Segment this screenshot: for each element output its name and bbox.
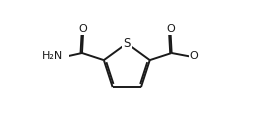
Text: O: O <box>79 24 87 34</box>
Text: H₂N: H₂N <box>42 51 63 61</box>
Text: O: O <box>190 51 198 61</box>
Text: O: O <box>166 24 175 34</box>
Text: S: S <box>123 37 131 50</box>
